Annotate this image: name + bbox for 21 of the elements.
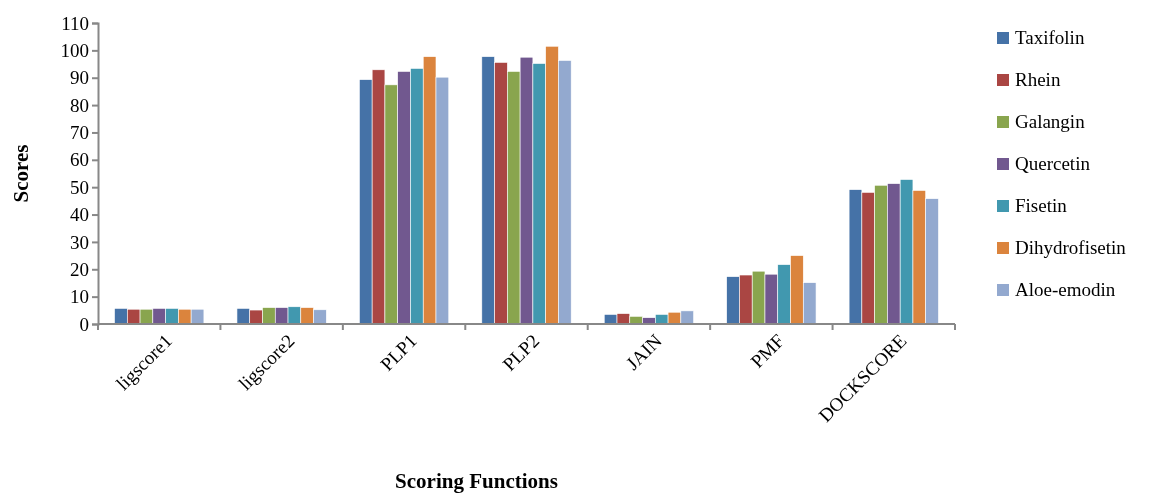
legend-label: Aloe-emodin <box>1015 279 1116 300</box>
legend-label: Fisetin <box>1015 195 1068 216</box>
legend-label: Quercetin <box>1015 153 1091 174</box>
y-tick-label: 90 <box>70 67 89 89</box>
y-tick-label: 70 <box>70 122 89 144</box>
y-tick-label: 60 <box>70 149 89 171</box>
legend-label: Taxifolin <box>1015 27 1085 48</box>
y-tick-label: 40 <box>70 204 89 226</box>
legend-label: Galangin <box>1015 111 1086 132</box>
y-tick-label: 20 <box>70 258 89 280</box>
legend-label: Dihydrofisetin <box>1015 237 1127 258</box>
y-axis-title: Scores <box>9 144 33 203</box>
y-tick-label: 50 <box>70 176 89 198</box>
y-tick-label: 30 <box>70 231 89 253</box>
y-tick-label: 80 <box>70 94 89 116</box>
y-tick-label: 100 <box>60 39 89 61</box>
x-axis-title: Scoring Functions <box>395 469 558 493</box>
y-tick-label: 10 <box>70 286 89 308</box>
legend-label: Rhein <box>1015 69 1061 90</box>
y-tick-label: 110 <box>61 12 89 34</box>
y-tick-label: 0 <box>79 313 89 335</box>
